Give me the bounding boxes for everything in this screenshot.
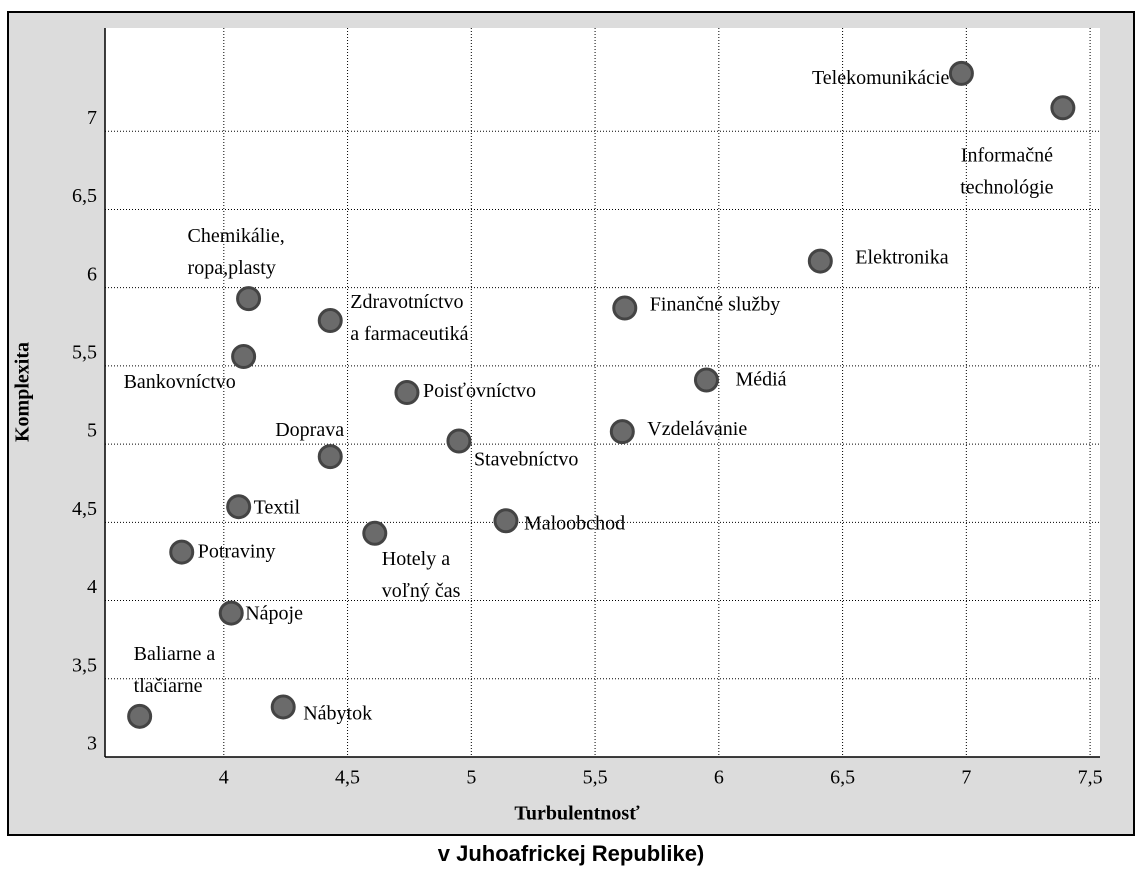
point-label: Nápoje	[245, 603, 303, 625]
point-label: Doprava	[275, 419, 344, 441]
point-label: Hotely a	[382, 548, 450, 570]
point-label: ropa,plasty	[188, 257, 276, 279]
point-label: Telekomunikácie	[812, 67, 950, 89]
point-label: Finančné služby	[650, 294, 781, 316]
point-label: Poisťovníctvo	[423, 380, 536, 402]
y-tick-label: 6,5	[72, 185, 97, 207]
point	[226, 494, 252, 520]
point	[1050, 95, 1076, 121]
y-tick-label: 3,5	[72, 654, 97, 676]
y-tick-label: 4	[87, 576, 97, 598]
point-label: tlačiarne	[134, 675, 203, 697]
point	[493, 508, 519, 534]
point	[317, 308, 343, 334]
y-tick-label: 5	[87, 420, 97, 442]
y-tick-label: 6	[87, 263, 97, 285]
point-label: Informačné	[961, 144, 1053, 166]
point	[612, 295, 638, 321]
point	[446, 428, 472, 454]
point-label: Stavebníctvo	[474, 449, 578, 471]
x-tick-label: 6,5	[830, 767, 855, 789]
y-axis-label: Komplexita	[12, 342, 34, 442]
point-label: Bankovníctvo	[124, 371, 236, 393]
x-tick-label: 5	[466, 767, 476, 789]
point-label: Elektronika	[855, 247, 948, 269]
x-tick-label: 7,5	[1078, 767, 1103, 789]
point-label: Maloobchod	[524, 512, 625, 534]
caption: v Juhoafrickej Republike)	[438, 841, 705, 866]
point-label: Chemikálie,	[188, 225, 285, 247]
x-tick-label: 4	[219, 767, 229, 789]
point-label: Potraviny	[198, 541, 276, 563]
plot-area	[105, 28, 1100, 757]
point	[231, 344, 257, 370]
x-tick-label: 5,5	[583, 767, 608, 789]
point	[807, 248, 833, 274]
point	[169, 539, 195, 565]
point-label: Vzdelávanie	[647, 418, 747, 440]
point	[236, 286, 262, 312]
point-label: Médiá	[735, 369, 786, 391]
point	[609, 419, 635, 445]
point-label: Nábytok	[303, 703, 372, 725]
x-tick-label: 7	[961, 767, 971, 789]
point-label: technológie	[960, 176, 1053, 198]
point	[948, 60, 974, 86]
point	[270, 694, 296, 720]
point-label: Baliarne a	[134, 643, 216, 665]
point	[394, 380, 420, 405]
point-label: a farmaceutiká	[350, 323, 468, 345]
point	[317, 444, 343, 470]
y-tick-label: 7	[87, 107, 97, 129]
point	[218, 600, 244, 626]
x-tick-label: 4,5	[335, 767, 360, 789]
x-axis-label: Turbulentnosť	[514, 803, 640, 825]
point-label: Textil	[254, 496, 301, 518]
point	[362, 520, 388, 546]
point-label: voľný čas	[382, 580, 461, 602]
y-tick-label: 4,5	[72, 498, 97, 520]
point	[127, 703, 153, 729]
point-label: Zdravotníctvo	[350, 291, 463, 313]
point	[693, 367, 719, 393]
x-tick-label: 6	[714, 767, 724, 789]
y-tick-label: 5,5	[72, 341, 97, 363]
y-tick-label: 3	[87, 733, 97, 755]
